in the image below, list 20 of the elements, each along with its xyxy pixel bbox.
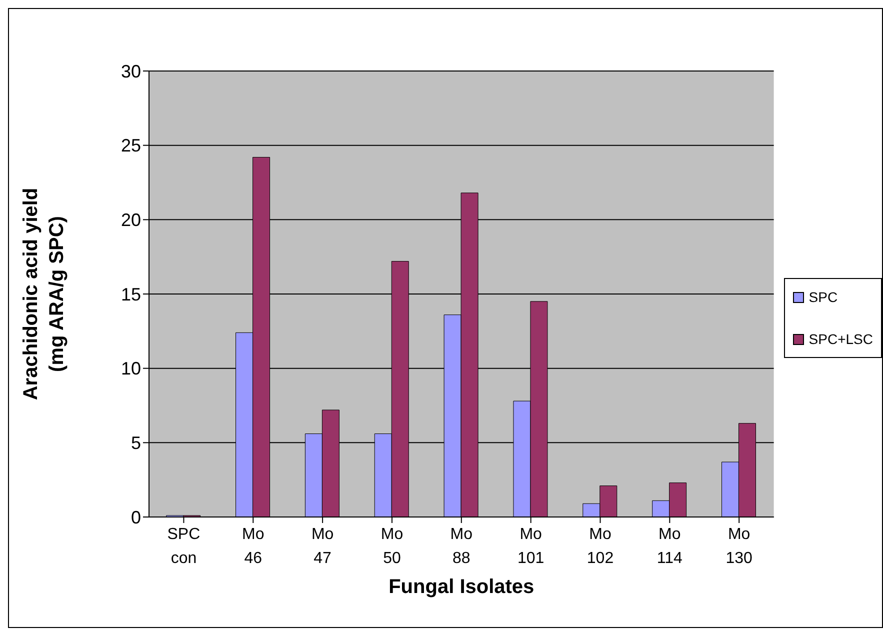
legend-label: SPC [808,289,838,305]
y-tick-label: 25 [120,136,141,156]
legend-label: SPC+LSC [808,331,873,347]
y-tick-label: 10 [120,358,141,379]
y-tick-label: 15 [120,284,141,304]
x-tick-label: Mo 130 [726,526,753,567]
x-tick-label: Mo 114 [656,526,683,567]
x-tick-label: Mo 88 [450,526,473,567]
y-tick-label: 0 [130,507,141,528]
x-tick-label: Mo 47 [311,526,334,567]
x-tick-label: SPC con [167,526,200,567]
x-tick-label: Mo 46 [242,526,264,567]
y-tick-label: 30 [120,61,141,82]
x-tick-label: Mo 101 [517,526,544,567]
y-tick-label: 5 [130,433,141,454]
y-tick-label: 20 [120,210,141,230]
x-tick-label: Mo 50 [380,526,404,567]
x-tick-label: Mo 102 [586,526,614,567]
y-axis-title: Arachidonic acid yield (mg ARA/g SPC) [20,188,68,400]
x-axis-title: Fungal Isolates [388,576,534,598]
